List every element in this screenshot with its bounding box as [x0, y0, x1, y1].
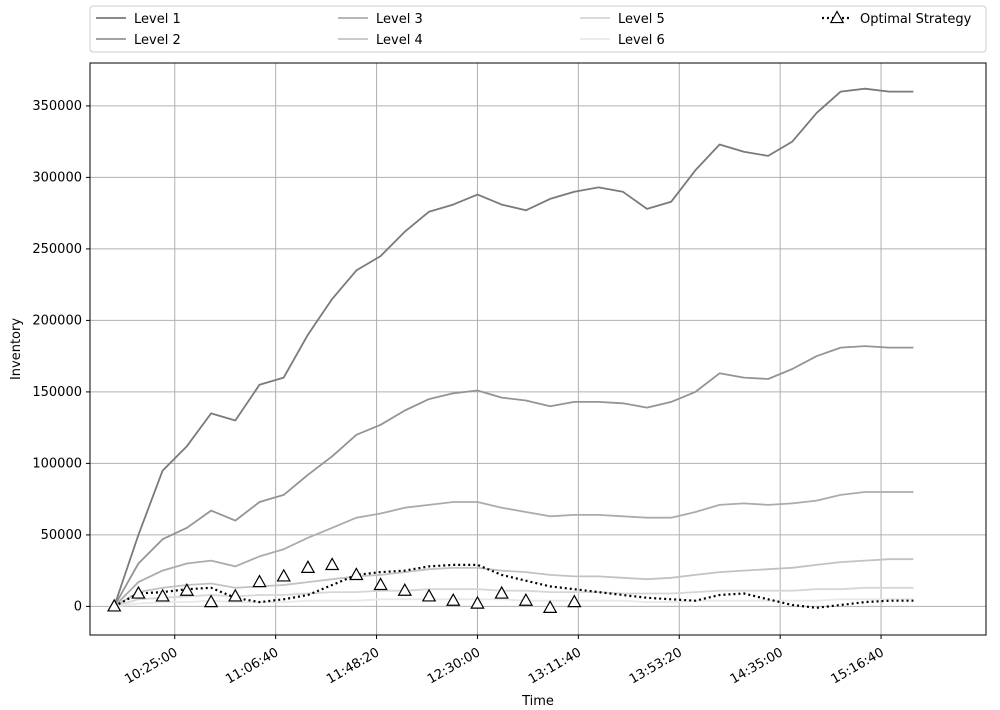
optimal-strategy-marker: [107, 598, 122, 612]
optimal-strategy-marker: [397, 582, 413, 596]
optimal-strategy-marker: [203, 594, 219, 608]
legend-label: Level 4: [376, 33, 423, 48]
plot-frame: [89, 62, 987, 636]
optimal-strategy-marker: [470, 595, 485, 609]
legend-label: Level 5: [618, 12, 665, 27]
legend-label: Level 3: [376, 12, 423, 27]
y-tick-label: 250000: [32, 242, 82, 257]
legend: Level 1 Level 2 Level 3 Level 4 Level 5 Level…: [89, 5, 987, 53]
optimal-strategy-marker: [228, 588, 243, 602]
optimal-strategy-marker: [446, 592, 461, 606]
optimal-strategy-marker: [567, 594, 582, 608]
y-tick-label: 50000: [41, 528, 82, 543]
y-tick-label: 300000: [32, 170, 82, 185]
x-tick-label: 12:30:00: [425, 645, 483, 687]
legend-label: Level 1: [134, 12, 181, 27]
x-tick-label: 13:53:20: [627, 645, 685, 687]
optimal-strategy-marker: [300, 560, 316, 573]
optimal-strategy-marker: [276, 568, 291, 582]
optimal-strategy-marker: [373, 577, 388, 591]
legend-label: Level 6: [618, 33, 665, 48]
optimal-strategy-marker: [179, 582, 195, 596]
series-line-level-3: [113, 491, 914, 608]
y-tick-label: 150000: [32, 385, 82, 400]
y-axis-label: Inventory: [9, 318, 24, 380]
optimal-strategy-marker: [155, 588, 170, 602]
y-tick-label: 100000: [32, 456, 82, 471]
optimal-strategy-marker: [542, 600, 558, 613]
legend-triangle-marker: [829, 10, 845, 24]
y-tick-label: 350000: [32, 99, 82, 114]
series-line-level-4: [113, 558, 914, 608]
legend-label: Level 2: [134, 33, 181, 48]
series-line-level-2: [113, 345, 914, 607]
legend-box: [89, 5, 987, 53]
optimal-strategy-marker: [421, 588, 437, 602]
series-line-level-5: [113, 586, 914, 608]
x-tick-label: 14:35:00: [728, 645, 786, 687]
x-tick-label: 11:06:40: [223, 645, 281, 687]
optimal-strategy-marker: [252, 574, 267, 588]
optimal-strategy-marker: [349, 567, 364, 581]
x-tick-label: 15:16:40: [829, 645, 887, 687]
x-axis-label: Time: [521, 694, 554, 709]
y-tick-label: 200000: [32, 313, 82, 328]
series-layer: [113, 87, 914, 609]
marker-layer: [107, 557, 582, 613]
series-line-level-1: [113, 87, 914, 607]
grid: [90, 63, 986, 635]
legend-label: Optimal Strategy: [860, 12, 972, 27]
x-tick-label: 13:11:40: [526, 645, 584, 687]
optimal-strategy-marker: [494, 585, 509, 599]
optimal-strategy-marker: [324, 557, 340, 571]
series-line-level-6: [114, 598, 914, 608]
optimal-strategy-marker: [518, 592, 534, 606]
x-tick-label: 10:25:00: [122, 645, 180, 687]
optimal-strategy-marker: [131, 585, 146, 599]
x-tick-label: 11:48:20: [324, 645, 382, 687]
y-tick-label: 0: [74, 599, 82, 614]
